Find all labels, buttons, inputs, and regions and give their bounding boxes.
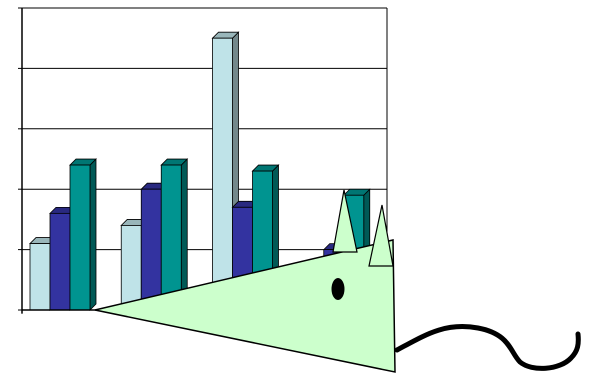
mouse-body	[94, 239, 396, 373]
mouse-tail	[394, 324, 581, 371]
bar	[69, 158, 97, 311]
mouse-eye	[331, 278, 345, 300]
bar	[160, 158, 189, 311]
mouse-drawing	[94, 189, 581, 373]
mouse-ear-right	[368, 204, 394, 267]
mouse-ear-left	[332, 189, 358, 253]
